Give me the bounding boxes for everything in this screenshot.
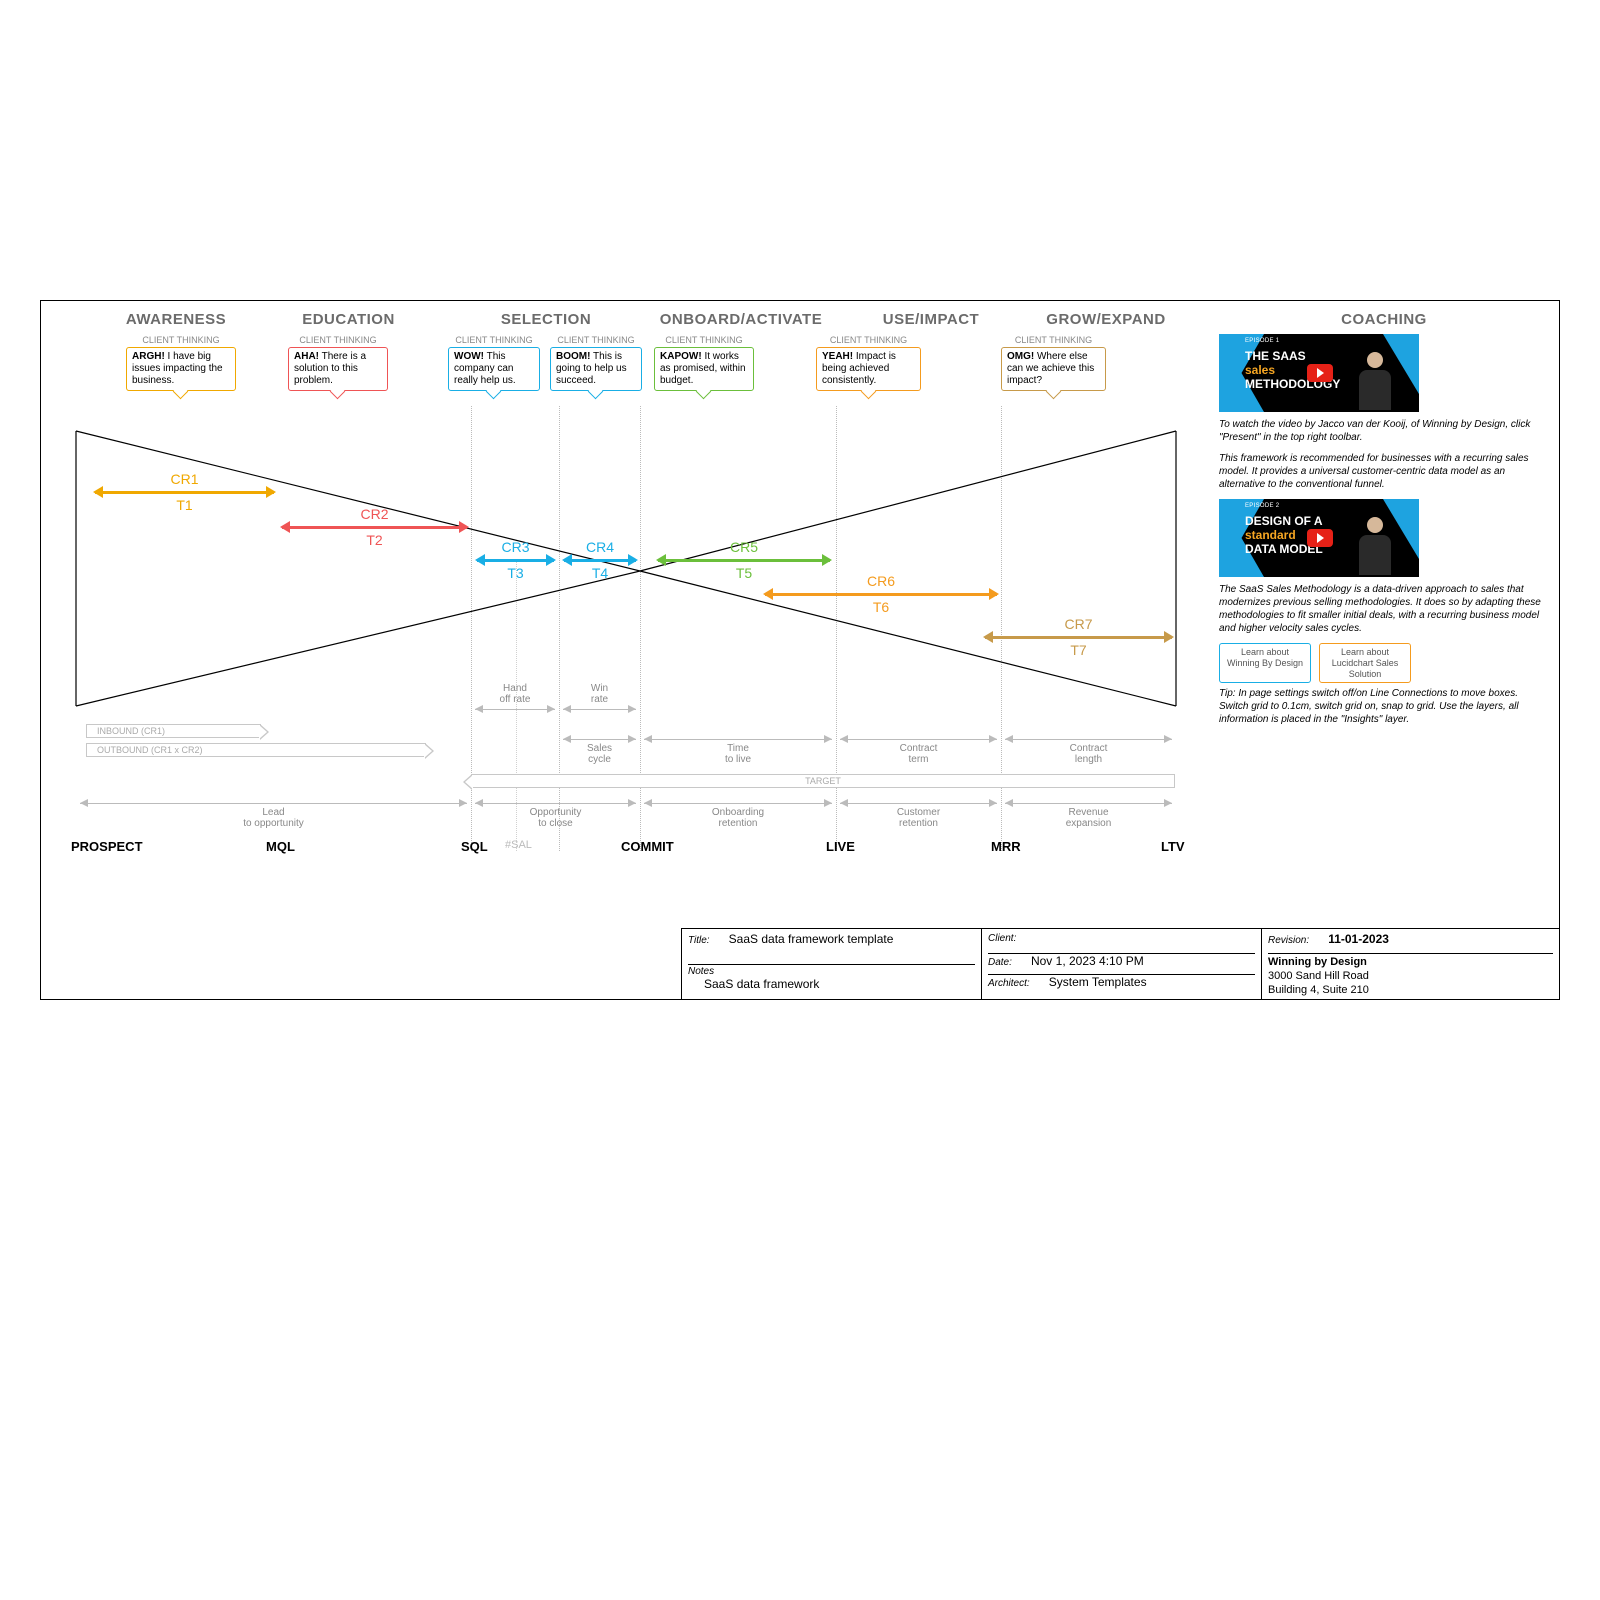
cr-label-cr3: CR3 (473, 539, 558, 555)
coaching-text-2: This framework is recommended for busine… (1219, 452, 1549, 491)
rate-span (563, 709, 636, 710)
span-arrow (475, 803, 636, 804)
span-label: Contractlength (1001, 743, 1176, 765)
span-arrow (644, 803, 832, 804)
milestone-prospect: PROSPECT (71, 839, 143, 854)
coaching-tip: Tip: In page settings switch off/on Line… (1219, 687, 1549, 726)
tb-title: Title: SaaS data framework template (688, 932, 975, 964)
t-label-t3: T3 (473, 565, 558, 581)
milestone-mql: MQL (266, 839, 295, 854)
stage-use: USE/IMPACT (851, 311, 1011, 328)
milestone-sql: SQL (461, 839, 488, 854)
client-bubble-1: AHA! There is a solution to this problem… (288, 347, 388, 391)
span-arrow (840, 803, 997, 804)
tb-date: Date: Nov 1, 2023 4:10 PM (988, 953, 1255, 974)
cr-label-cr2: CR2 (278, 506, 471, 522)
rate-span (475, 709, 555, 710)
milestone-live: LIVE (826, 839, 855, 854)
milestone-mrr: MRR (991, 839, 1021, 854)
cr-arrow-cr7 (985, 636, 1172, 639)
cr-arrow-cr1 (95, 491, 274, 494)
stage-onboard: ONBOARD/ACTIVATE (641, 311, 841, 328)
client-thinking-label: CLIENT THINKING (126, 335, 236, 345)
play-icon (1307, 529, 1333, 547)
cr-label-cr5: CR5 (654, 539, 834, 555)
client-thinking-label: CLIENT THINKING (654, 335, 754, 345)
tb-architect: Architect: System Templates (988, 974, 1255, 996)
cr-label-cr7: CR7 (981, 616, 1176, 632)
milestone-commit: COMMIT (621, 839, 674, 854)
span-label: Opportunityto close (471, 807, 640, 829)
tb-notes: Notes SaaS data framework (688, 964, 975, 996)
cr-label-cr6: CR6 (761, 573, 1001, 589)
stage-grow: GROW/EXPAND (1021, 311, 1191, 328)
span-label: Contractterm (836, 743, 1001, 765)
pill-target: TARGET (471, 774, 1175, 788)
span-label: Timeto live (640, 743, 836, 765)
coaching-title: COACHING (1219, 311, 1549, 328)
t-label-t7: T7 (981, 642, 1176, 658)
stage-selection: SELECTION (481, 311, 611, 328)
client-thinking-label: CLIENT THINKING (550, 335, 642, 345)
t-label-t1: T1 (91, 497, 278, 513)
t-label-t2: T2 (278, 532, 471, 548)
span-label: Leadto opportunity (76, 807, 471, 829)
t-label-t4: T4 (560, 565, 640, 581)
span-arrow (1005, 803, 1172, 804)
title-block: Title: SaaS data framework template Note… (681, 928, 1559, 999)
client-thinking-label: CLIENT THINKING (448, 335, 540, 345)
client-bubble-0: ARGH! I have big issues impacting the bu… (126, 347, 236, 391)
client-thinking-label: CLIENT THINKING (1001, 335, 1106, 345)
cr-label-cr4: CR4 (560, 539, 640, 555)
span-arrow (644, 739, 832, 740)
learn-wbd-button[interactable]: Learn about Winning By Design (1219, 643, 1311, 683)
cr-arrow-cr6 (765, 593, 997, 596)
client-bubble-4: KAPOW! It works as promised, within budg… (654, 347, 754, 391)
video-thumb-1[interactable]: EPISODE 1 THE SAAS sales METHODOLOGY (1219, 334, 1419, 412)
tb-client: Client: (988, 932, 1255, 953)
tb-revision: Revision: 11-01-2023 (1268, 932, 1553, 953)
span-arrow (1005, 739, 1172, 740)
span-arrow (840, 739, 997, 740)
video-thumb-2[interactable]: EPISODE 2 DESIGN OF A standard DATA MODE… (1219, 499, 1419, 577)
pill-inbound: INBOUND (CR1) (86, 724, 261, 738)
span-label: Revenueexpansion (1001, 807, 1176, 829)
span-label: Salescycle (559, 743, 640, 765)
stage-education: EDUCATION (266, 311, 431, 328)
span-arrow (563, 739, 636, 740)
milestone-sal: #SAL (505, 839, 532, 851)
client-thinking-label: CLIENT THINKING (816, 335, 921, 345)
cr-label-cr1: CR1 (91, 471, 278, 487)
coaching-text-1: To watch the video by Jacco van der Kooi… (1219, 418, 1549, 444)
cr-arrow-cr4 (564, 559, 636, 562)
milestone-ltv: LTV (1161, 839, 1185, 854)
pill-outbound: OUTBOUND (CR1 x CR2) (86, 743, 426, 757)
rate-label: Handoff rate (471, 683, 559, 705)
span-label: Customerretention (836, 807, 1001, 829)
cr-arrow-cr3 (477, 559, 554, 562)
coaching-text-3: The SaaS Sales Methodology is a data-dri… (1219, 583, 1549, 635)
tb-address: Winning by Design 3000 Sand Hill Road Bu… (1268, 953, 1553, 996)
diagram-frame: AWARENESS EDUCATION SELECTION ONBOARD/ACTIV… (40, 300, 1560, 1000)
bowtie-diagram: AWARENESS EDUCATION SELECTION ONBOARD/ACTIV… (41, 301, 1206, 931)
cr-arrow-cr2 (282, 526, 467, 529)
span-arrow (80, 803, 467, 804)
t-label-t6: T6 (761, 599, 1001, 615)
client-bubble-5: YEAH! Impact is being achieved consisten… (816, 347, 921, 391)
play-icon (1307, 364, 1333, 382)
stage-awareness: AWARENESS (91, 311, 261, 328)
cr-arrow-cr5 (658, 559, 830, 562)
client-bubble-2: WOW! This company can really help us. (448, 347, 540, 391)
client-bubble-6: OMG! Where else can we achieve this impa… (1001, 347, 1106, 391)
client-thinking-label: CLIENT THINKING (288, 335, 388, 345)
learn-lucid-button[interactable]: Learn about Lucidchart Sales Solution (1319, 643, 1411, 683)
client-bubble-3: BOOM! This is going to help us succeed. (550, 347, 642, 391)
rate-label: Winrate (559, 683, 640, 705)
span-label: Onboardingretention (640, 807, 836, 829)
coaching-panel: COACHING EPISODE 1 THE SAAS sales METHOD… (1209, 301, 1559, 931)
